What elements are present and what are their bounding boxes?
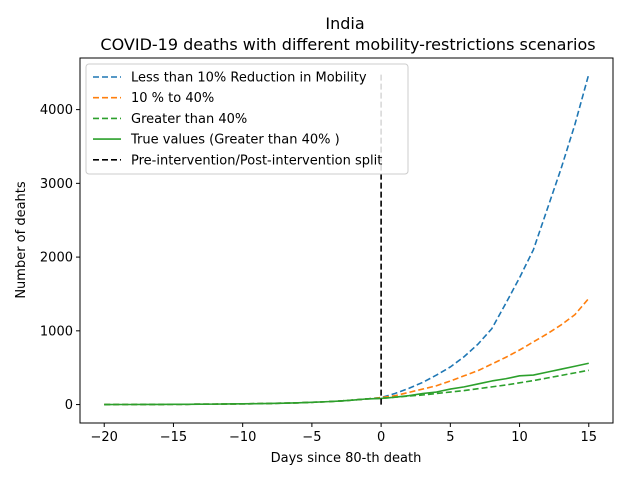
chart-title: India (325, 14, 364, 33)
x-tick-label: 5 (446, 430, 454, 445)
x-tick-label: 0 (377, 430, 385, 445)
chart-subtitle: COVID-19 deaths with different mobility-… (100, 35, 595, 54)
y-tick-label: 2000 (40, 251, 73, 266)
x-tick-label: 10 (511, 430, 528, 445)
legend-box (85, 63, 409, 175)
x-tick-label: 15 (580, 430, 597, 445)
x-axis-label: Days since 80-th death (271, 451, 422, 466)
legend-label-2: Greater than 40% (131, 112, 247, 127)
x-tick-label: −5 (302, 430, 321, 445)
legend-label-0: Less than 10% Reduction in Mobility (131, 71, 367, 86)
y-axis-label: Number of deahts (14, 181, 29, 299)
y-axis: 0 1000 2000 3000 4000 (40, 103, 80, 413)
series-line-3 (104, 362, 589, 406)
y-tick-label: 4000 (40, 103, 73, 118)
series-layer (104, 72, 590, 406)
x-tick-label: −20 (91, 430, 118, 445)
series-line-0 (104, 74, 590, 406)
legend-label-3: True values (Greater than 40% ) (130, 133, 340, 148)
y-tick-label: 1000 (40, 324, 73, 339)
legend: Less than 10% Reduction in Mobility 10 % … (85, 63, 409, 175)
y-tick-label: 3000 (40, 177, 73, 192)
legend-label-4: Pre-intervention/Post-intervention split (131, 153, 382, 168)
x-axis: −20 −15 −10 −5 0 5 10 15 (91, 423, 597, 445)
x-tick-label: −15 (160, 430, 187, 445)
x-tick-label: −10 (229, 430, 256, 445)
legend-label-1: 10 % to 40% (131, 91, 214, 106)
plot-frame (79, 57, 614, 424)
y-tick-label: 0 (65, 398, 73, 413)
